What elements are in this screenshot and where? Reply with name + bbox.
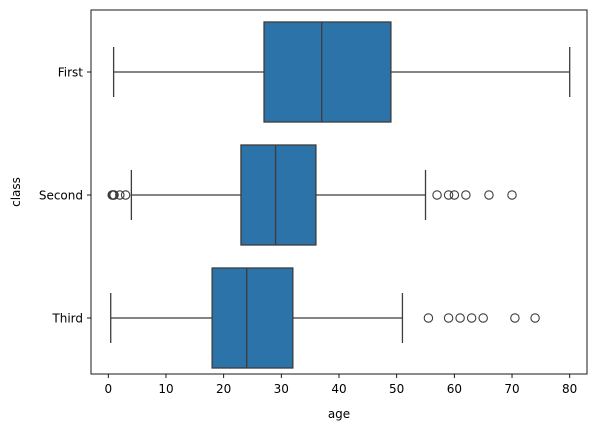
- x-axis-ticks: 0 10 20 30 40 50 60 70 80: [104, 374, 577, 396]
- outlier-second-10: [484, 190, 494, 200]
- y-axis-label: class: [9, 177, 23, 207]
- x-tick-label-50: 50: [389, 382, 404, 396]
- x-axis-label: age: [328, 407, 350, 421]
- x-tick-label-30: 30: [274, 382, 289, 396]
- outlier-second-9: [461, 190, 471, 200]
- outlier-third-0: [423, 313, 434, 323]
- box-first: [263, 21, 392, 123]
- outlier-third-1: [443, 313, 454, 323]
- y-tick-label-first: First: [58, 66, 84, 80]
- outlier-second-3: [109, 190, 119, 200]
- y-tick-label-third: Third: [51, 312, 83, 326]
- outlier-second-8: [449, 190, 460, 200]
- y-axis-ticks: First Second Third: [39, 66, 91, 326]
- box-second: [240, 144, 317, 246]
- boxplot-marks: [107, 21, 571, 369]
- outlier-second-6: [432, 190, 442, 200]
- outlier-third-4: [478, 313, 488, 323]
- x-tick-label-40: 40: [331, 382, 346, 396]
- x-tick-label-60: 60: [447, 382, 462, 396]
- y-tick-label-second: Second: [39, 189, 83, 203]
- outlier-third-3: [466, 313, 477, 323]
- outlier-second-4: [115, 190, 125, 200]
- x-tick-label-80: 80: [562, 382, 577, 396]
- x-tick-label-70: 70: [504, 382, 519, 396]
- outlier-third-6: [530, 313, 540, 323]
- plot-frame: [90, 9, 588, 375]
- box-third: [211, 267, 294, 369]
- outlier-second-11: [507, 190, 517, 200]
- x-tick-label-0: 0: [104, 382, 112, 396]
- x-tick-label-20: 20: [216, 382, 231, 396]
- outlier-second-5: [120, 190, 131, 200]
- outlier-third-5: [510, 313, 520, 323]
- outlier-third-2: [455, 313, 465, 323]
- x-tick-label-10: 10: [158, 382, 173, 396]
- outlier-second-7: [443, 190, 454, 200]
